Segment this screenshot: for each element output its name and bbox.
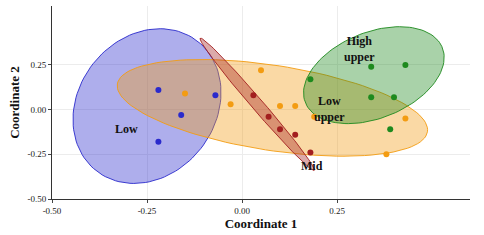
svg-text:Mid: Mid [301,159,323,173]
svg-text:-0.25: -0.25 [138,206,157,216]
svg-text:-0.25: -0.25 [27,149,46,159]
svg-text:Highupper: Highupper [344,34,375,64]
svg-text:0.25: 0.25 [329,206,345,216]
svg-text:-0.50: -0.50 [43,206,62,216]
svg-text:Lowupper: Lowupper [314,94,345,124]
svg-text:0.25: 0.25 [30,60,46,70]
svg-text:0.00: 0.00 [30,105,46,115]
svg-text:Coordinate 1: Coordinate 1 [225,216,298,231]
svg-text:0.00: 0.00 [234,206,250,216]
svg-text:-0.50: -0.50 [27,194,46,204]
svg-text:Coordinate 2: Coordinate 2 [7,66,22,139]
svg-text:Low: Low [115,122,138,136]
